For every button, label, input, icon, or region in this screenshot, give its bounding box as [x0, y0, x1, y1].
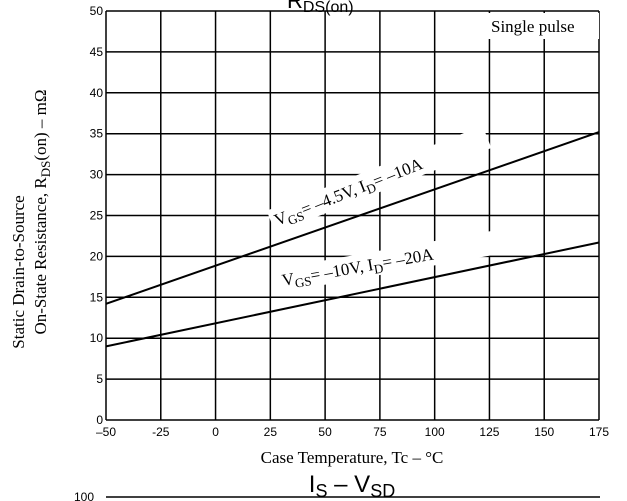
annotation-single-pulse: Single pulse: [491, 17, 575, 36]
y-tick-label: 5: [96, 372, 103, 386]
x-tick-label: 75: [373, 425, 387, 439]
annotation-box: [487, 13, 599, 39]
x-tick-label: 125: [479, 425, 499, 439]
x-tick-labels: –50 -25 0 25 50 75 100 125 150 175: [96, 425, 609, 439]
y-tick-label: 45: [90, 45, 104, 59]
x-tick-label: 150: [534, 425, 554, 439]
x-tick-label: 175: [589, 425, 609, 439]
y-tick-label: 0: [96, 413, 103, 427]
x-tick-label: 25: [264, 425, 278, 439]
grid: [105, 10, 600, 421]
y-tick-label: 15: [90, 290, 104, 304]
x-axis-label: Case Temperature, Tc – °C: [261, 448, 444, 467]
y-tick-label: 40: [90, 86, 104, 100]
chart-title-fragment: RDS(on): [287, 0, 354, 16]
y-tick-label: 30: [90, 168, 104, 182]
series-line-2: [105, 241, 600, 348]
svg-text:Static Drain-to-Source: Static Drain-to-Source: [9, 195, 28, 348]
y-tick-label: 25: [90, 209, 104, 223]
y-tick-label: 35: [90, 127, 104, 141]
y-tick-label: 10: [90, 331, 104, 345]
x-tick-label: 0: [212, 425, 219, 439]
y-tick-labels: 0 5 10 15 20 25 30 35 40 45 50: [90, 4, 104, 427]
y-tick-label: 50: [90, 4, 104, 18]
svg-text:VGS= –4.5V, ID= –10A: VGS= –4.5V, ID= –10A: [272, 154, 428, 233]
series-line-1: [105, 131, 600, 305]
next-chart-title: IS – VSD: [309, 471, 395, 501]
svg-text:On-State Resistance, RDS(on): On-State Resistance, RDS(on) – mΩ: [31, 89, 53, 334]
x-tick-label: -25: [152, 425, 170, 439]
series-label-2: VGS= –10V, ID= –20A: [275, 231, 495, 293]
x-tick-label: 100: [425, 425, 445, 439]
x-tick-label: –50: [96, 425, 116, 439]
y-tick-label: 20: [90, 249, 104, 263]
x-tick-label: 50: [318, 425, 332, 439]
y-axis-label: Static Drain-to-Source On-State Resistan…: [9, 89, 53, 348]
next-chart-top-tick: 100: [74, 490, 94, 501]
series-lines: [105, 131, 600, 348]
